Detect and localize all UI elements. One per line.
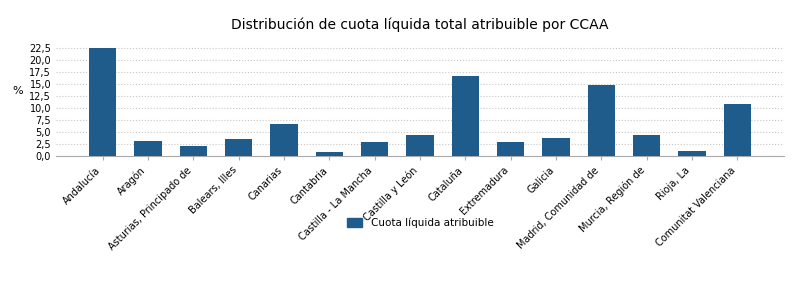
Bar <box>89 48 116 156</box>
Bar <box>225 139 252 156</box>
Bar <box>270 124 298 156</box>
Y-axis label: %: % <box>13 86 23 96</box>
Bar <box>724 104 751 156</box>
Bar <box>134 141 162 156</box>
Bar <box>633 135 660 156</box>
Title: Distribución de cuota líquida total atribuible por CCAA: Distribución de cuota líquida total atri… <box>231 18 609 32</box>
Bar <box>361 142 388 156</box>
Bar <box>588 85 615 156</box>
Bar <box>452 76 479 156</box>
Bar <box>497 142 524 156</box>
Bar <box>406 135 434 156</box>
Bar <box>678 151 706 156</box>
Legend: Cuota líquida atribuible: Cuota líquida atribuible <box>342 214 498 232</box>
Bar <box>180 146 207 156</box>
Bar <box>542 138 570 156</box>
Bar <box>316 152 343 156</box>
